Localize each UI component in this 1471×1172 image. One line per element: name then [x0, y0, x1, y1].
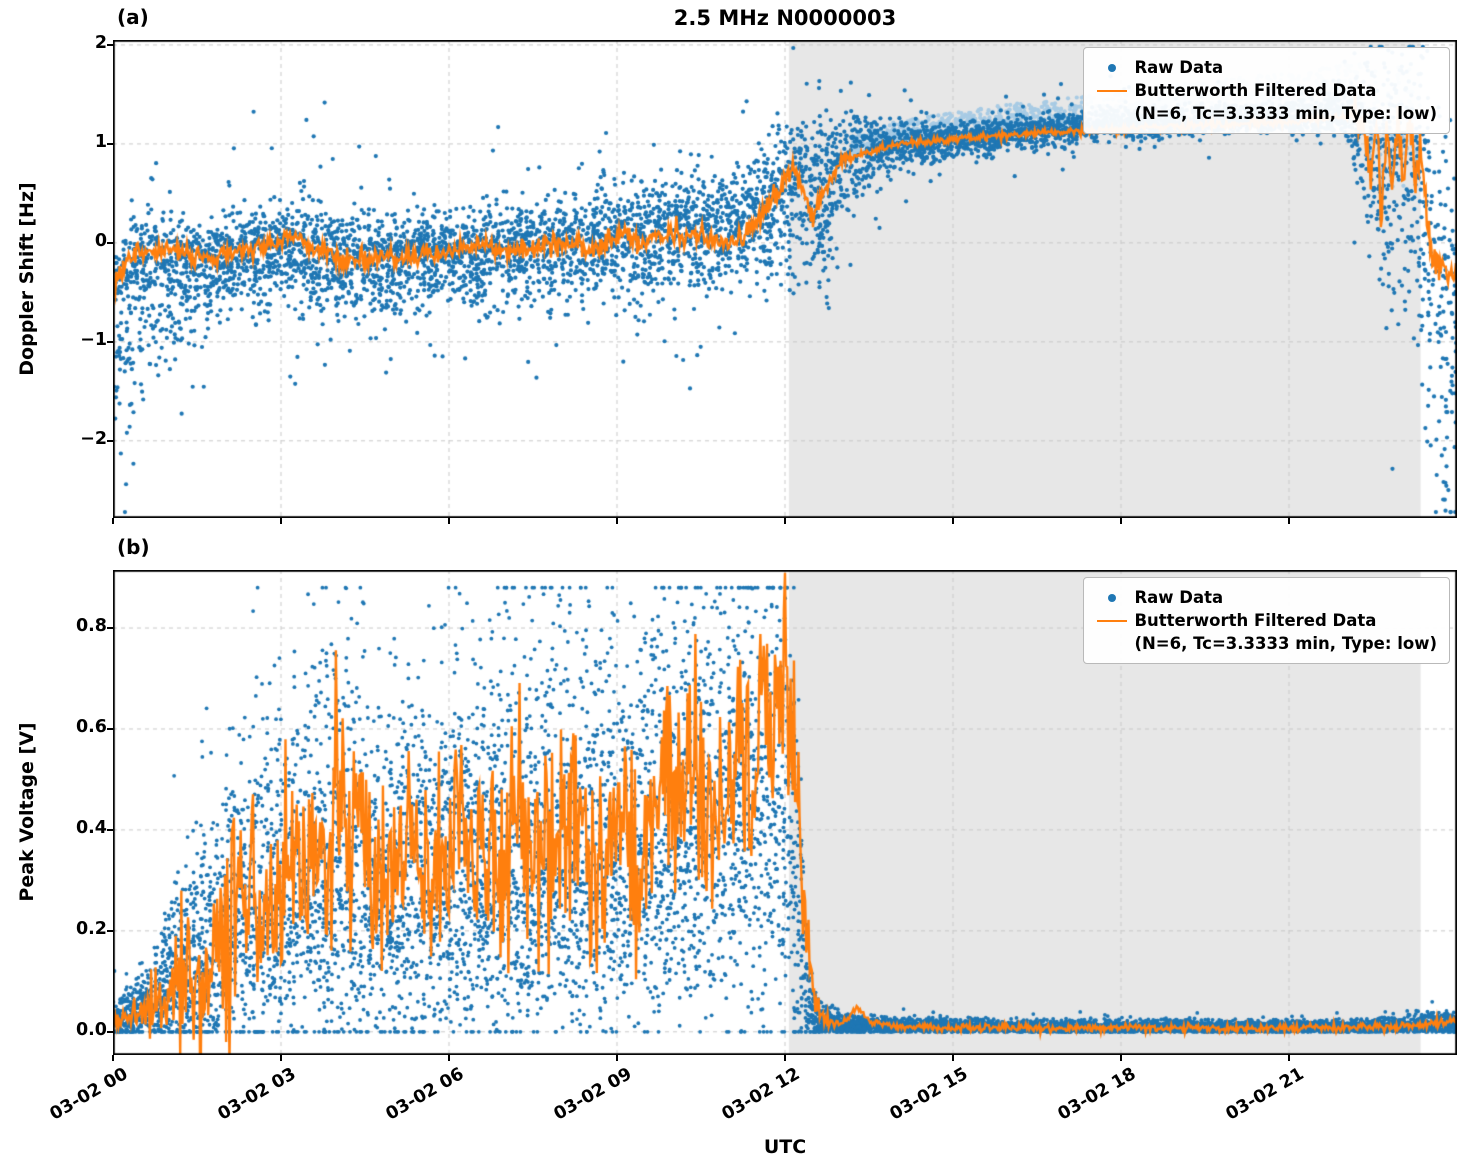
- legend-row-filtered-sub: (N=6, Tc=3.3333 min, Type: low): [1094, 632, 1437, 655]
- y-tick-label: 0.0: [75, 1019, 107, 1040]
- legend-row-filtered: Butterworth Filtered Data: [1094, 609, 1437, 632]
- x-tick-label: 03-02 21: [1222, 1064, 1307, 1125]
- y-tick-mark: [107, 627, 113, 629]
- x-tick-mark: [616, 1055, 618, 1061]
- x-tick-mark: [112, 1055, 114, 1061]
- y-tick-label: 0: [94, 230, 107, 251]
- y-tick-mark: [107, 242, 113, 244]
- y-tick-mark: [107, 440, 113, 442]
- legend-b: Raw Data Butterworth Filtered Data (N=6,…: [1083, 577, 1450, 664]
- y-tick-mark: [107, 728, 113, 730]
- plot-panel-b: Raw Data Butterworth Filtered Data (N=6,…: [113, 570, 1457, 1055]
- panel-a-label: (a): [117, 5, 149, 29]
- legend-row-raw: Raw Data: [1094, 586, 1437, 609]
- y-tick-mark: [107, 44, 113, 46]
- x-tick-mark: [448, 1055, 450, 1061]
- legend-filtered-sublabel: (N=6, Tc=3.3333 min, Type: low): [1134, 104, 1437, 123]
- y-tick-mark: [107, 341, 113, 343]
- legend-row-raw: Raw Data: [1094, 56, 1437, 79]
- x-tick-mark: [952, 518, 954, 524]
- filtered-line-icon: [1094, 89, 1130, 92]
- legend-filtered-label: Butterworth Filtered Data: [1134, 611, 1377, 630]
- y-axis-label-voltage: Peak Voltage [V]: [16, 722, 38, 902]
- x-tick-label: 03-02 00: [46, 1064, 131, 1125]
- y-tick-label: 1: [94, 131, 107, 152]
- y-tick-mark: [107, 143, 113, 145]
- legend-filtered-sublabel: (N=6, Tc=3.3333 min, Type: low): [1134, 634, 1437, 653]
- y-tick-label: 2: [94, 32, 107, 53]
- y-tick-mark: [107, 829, 113, 831]
- y-tick-label: −1: [80, 329, 107, 350]
- x-tick-mark: [280, 518, 282, 524]
- x-tick-mark: [280, 1055, 282, 1061]
- x-tick-mark: [784, 518, 786, 524]
- y-tick-label: 0.2: [75, 918, 107, 939]
- legend-row-filtered-sub: (N=6, Tc=3.3333 min, Type: low): [1094, 102, 1437, 125]
- y-tick-label: −2: [80, 428, 107, 449]
- x-tick-mark: [1288, 518, 1290, 524]
- plot-panel-a: Raw Data Butterworth Filtered Data (N=6,…: [113, 40, 1457, 518]
- panel-b-label: (b): [117, 535, 150, 559]
- x-tick-mark: [112, 518, 114, 524]
- x-tick-label: 03-02 03: [214, 1064, 299, 1125]
- filtered-line-icon: [1094, 619, 1130, 622]
- y-tick-mark: [107, 1030, 113, 1033]
- x-tick-label: 03-02 09: [550, 1064, 635, 1125]
- x-axis-label: UTC: [763, 1136, 807, 1158]
- x-tick-label: 03-02 18: [1054, 1064, 1139, 1125]
- legend-row-filtered: Butterworth Filtered Data: [1094, 79, 1437, 102]
- legend-raw-label: Raw Data: [1134, 588, 1224, 607]
- x-tick-label: 03-02 12: [718, 1064, 803, 1125]
- x-tick-mark: [1288, 1055, 1290, 1061]
- figure-title: 2.5 MHz N0000003: [673, 6, 897, 30]
- x-tick-label: 03-02 06: [382, 1064, 467, 1125]
- x-tick-mark: [952, 1055, 954, 1061]
- raw-data-marker-icon: [1094, 593, 1130, 602]
- y-tick-mark: [107, 930, 113, 932]
- raw-data-marker-icon: [1094, 63, 1130, 72]
- x-tick-mark: [616, 518, 618, 524]
- y-tick-label: 0.6: [75, 716, 107, 737]
- legend-raw-label: Raw Data: [1134, 58, 1224, 77]
- x-tick-mark: [448, 518, 450, 524]
- x-tick-mark: [1120, 1055, 1122, 1061]
- x-tick-mark: [784, 1055, 786, 1061]
- legend-a: Raw Data Butterworth Filtered Data (N=6,…: [1083, 47, 1450, 134]
- x-tick-label: 03-02 15: [886, 1064, 971, 1125]
- y-tick-label: 0.4: [75, 817, 107, 838]
- x-tick-mark: [1120, 518, 1122, 524]
- y-tick-label: 0.8: [75, 616, 107, 637]
- legend-filtered-label: Butterworth Filtered Data: [1134, 81, 1377, 100]
